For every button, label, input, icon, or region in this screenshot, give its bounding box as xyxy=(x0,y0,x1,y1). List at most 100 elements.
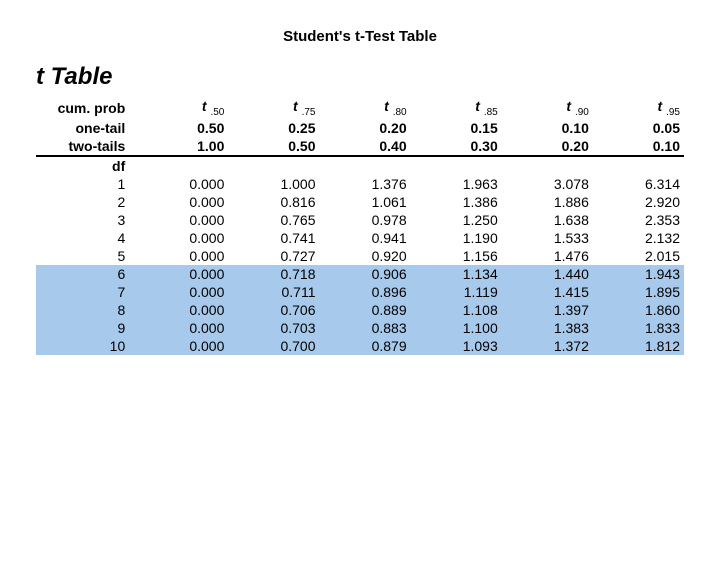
cell-value: 0.883 xyxy=(320,319,411,337)
cell-value: 0.000 xyxy=(137,337,228,355)
empty-cell xyxy=(228,156,319,175)
cell-value: 0.978 xyxy=(320,211,411,229)
row-label: two-tails xyxy=(36,137,137,156)
df-value: 5 xyxy=(36,247,137,265)
cell-value: 1.156 xyxy=(411,247,502,265)
cell-value: 1.533 xyxy=(502,229,593,247)
cell-value: 0.30 xyxy=(411,137,502,156)
t-subscript-header: t .80 xyxy=(320,97,411,119)
cell-value: 1.895 xyxy=(593,283,684,301)
table-row: 10.0001.0001.3761.9633.0786.314 xyxy=(36,175,684,193)
cell-value: 1.415 xyxy=(502,283,593,301)
cell-value: 1.108 xyxy=(411,301,502,319)
cell-value: 1.833 xyxy=(593,319,684,337)
cell-value: 0.765 xyxy=(228,211,319,229)
cell-value: 1.963 xyxy=(411,175,502,193)
t-subscript-header: t .95 xyxy=(593,97,684,119)
cell-value: 1.383 xyxy=(502,319,593,337)
t-subscript-header: t .85 xyxy=(411,97,502,119)
empty-cell xyxy=(320,156,411,175)
cell-value: 1.100 xyxy=(411,319,502,337)
cell-value: 0.50 xyxy=(228,137,319,156)
cell-value: 2.353 xyxy=(593,211,684,229)
empty-cell xyxy=(593,156,684,175)
cell-value: 3.078 xyxy=(502,175,593,193)
cell-value: 0.20 xyxy=(502,137,593,156)
cell-value: 0.000 xyxy=(137,283,228,301)
table-row: 60.0000.7180.9061.1341.4401.943 xyxy=(36,265,684,283)
cell-value: 1.812 xyxy=(593,337,684,355)
cell-value: 1.886 xyxy=(502,193,593,211)
cell-value: 0.703 xyxy=(228,319,319,337)
cell-value: 0.000 xyxy=(137,319,228,337)
table-row: 20.0000.8161.0611.3861.8862.920 xyxy=(36,193,684,211)
cell-value: 0.718 xyxy=(228,265,319,283)
table-row: 70.0000.7110.8961.1191.4151.895 xyxy=(36,283,684,301)
empty-cell xyxy=(502,156,593,175)
cell-value: 0.50 xyxy=(137,119,228,137)
cell-value: 6.314 xyxy=(593,175,684,193)
cell-value: 1.00 xyxy=(137,137,228,156)
cell-value: 0.000 xyxy=(137,193,228,211)
cum-prob-row: cum. probt .50t .75t .80t .85t .90t .95 xyxy=(36,97,684,119)
cell-value: 0.000 xyxy=(137,175,228,193)
cell-value: 0.941 xyxy=(320,229,411,247)
t-table-container: t Table cum. probt .50t .75t .80t .85t .… xyxy=(36,63,684,355)
t-subscript-header: t .90 xyxy=(502,97,593,119)
cell-value: 0.727 xyxy=(228,247,319,265)
table-row: 100.0000.7000.8791.0931.3721.812 xyxy=(36,337,684,355)
cell-value: 1.476 xyxy=(502,247,593,265)
cell-value: 2.015 xyxy=(593,247,684,265)
df-value: 7 xyxy=(36,283,137,301)
cell-value: 1.093 xyxy=(411,337,502,355)
cell-value: 1.119 xyxy=(411,283,502,301)
cell-value: 1.638 xyxy=(502,211,593,229)
cell-value: 1.943 xyxy=(593,265,684,283)
cell-value: 1.134 xyxy=(411,265,502,283)
cell-value: 0.879 xyxy=(320,337,411,355)
cell-value: 0.000 xyxy=(137,301,228,319)
table-row: 50.0000.7270.9201.1561.4762.015 xyxy=(36,247,684,265)
cell-value: 1.440 xyxy=(502,265,593,283)
page-title: Student's t-Test Table xyxy=(0,28,720,45)
cell-value: 1.250 xyxy=(411,211,502,229)
cell-value: 0.889 xyxy=(320,301,411,319)
cell-value: 0.10 xyxy=(502,119,593,137)
cell-value: 0.896 xyxy=(320,283,411,301)
table-row: 80.0000.7060.8891.1081.3971.860 xyxy=(36,301,684,319)
cell-value: 1.860 xyxy=(593,301,684,319)
row-label: one-tail xyxy=(36,119,137,137)
table-heading-text: t Table xyxy=(36,63,112,90)
cell-value: 0.700 xyxy=(228,337,319,355)
cell-value: 0.816 xyxy=(228,193,319,211)
cell-value: 1.386 xyxy=(411,193,502,211)
empty-cell xyxy=(137,156,228,175)
table-row: 40.0000.7410.9411.1901.5332.132 xyxy=(36,229,684,247)
df-value: 2 xyxy=(36,193,137,211)
cell-value: 1.397 xyxy=(502,301,593,319)
table-row: 90.0000.7030.8831.1001.3831.833 xyxy=(36,319,684,337)
cell-value: 0.741 xyxy=(228,229,319,247)
cell-value: 0.000 xyxy=(137,247,228,265)
df-label: df xyxy=(36,156,137,175)
cell-value: 0.000 xyxy=(137,229,228,247)
one-tail-row: one-tail0.500.250.200.150.100.05 xyxy=(36,119,684,137)
df-value: 8 xyxy=(36,301,137,319)
cell-value: 0.20 xyxy=(320,119,411,137)
cell-value: 0.711 xyxy=(228,283,319,301)
df-value: 10 xyxy=(36,337,137,355)
cell-value: 2.132 xyxy=(593,229,684,247)
df-value: 3 xyxy=(36,211,137,229)
empty-cell xyxy=(411,156,502,175)
df-value: 6 xyxy=(36,265,137,283)
cell-value: 0.000 xyxy=(137,211,228,229)
cell-value: 1.376 xyxy=(320,175,411,193)
t-subscript-header: t .50 xyxy=(137,97,228,119)
row-label: cum. prob xyxy=(36,97,137,119)
cell-value: 0.40 xyxy=(320,137,411,156)
cell-value: 1.190 xyxy=(411,229,502,247)
cell-value: 0.25 xyxy=(228,119,319,137)
cell-value: 1.000 xyxy=(228,175,319,193)
cell-value: 0.15 xyxy=(411,119,502,137)
cell-value: 0.920 xyxy=(320,247,411,265)
